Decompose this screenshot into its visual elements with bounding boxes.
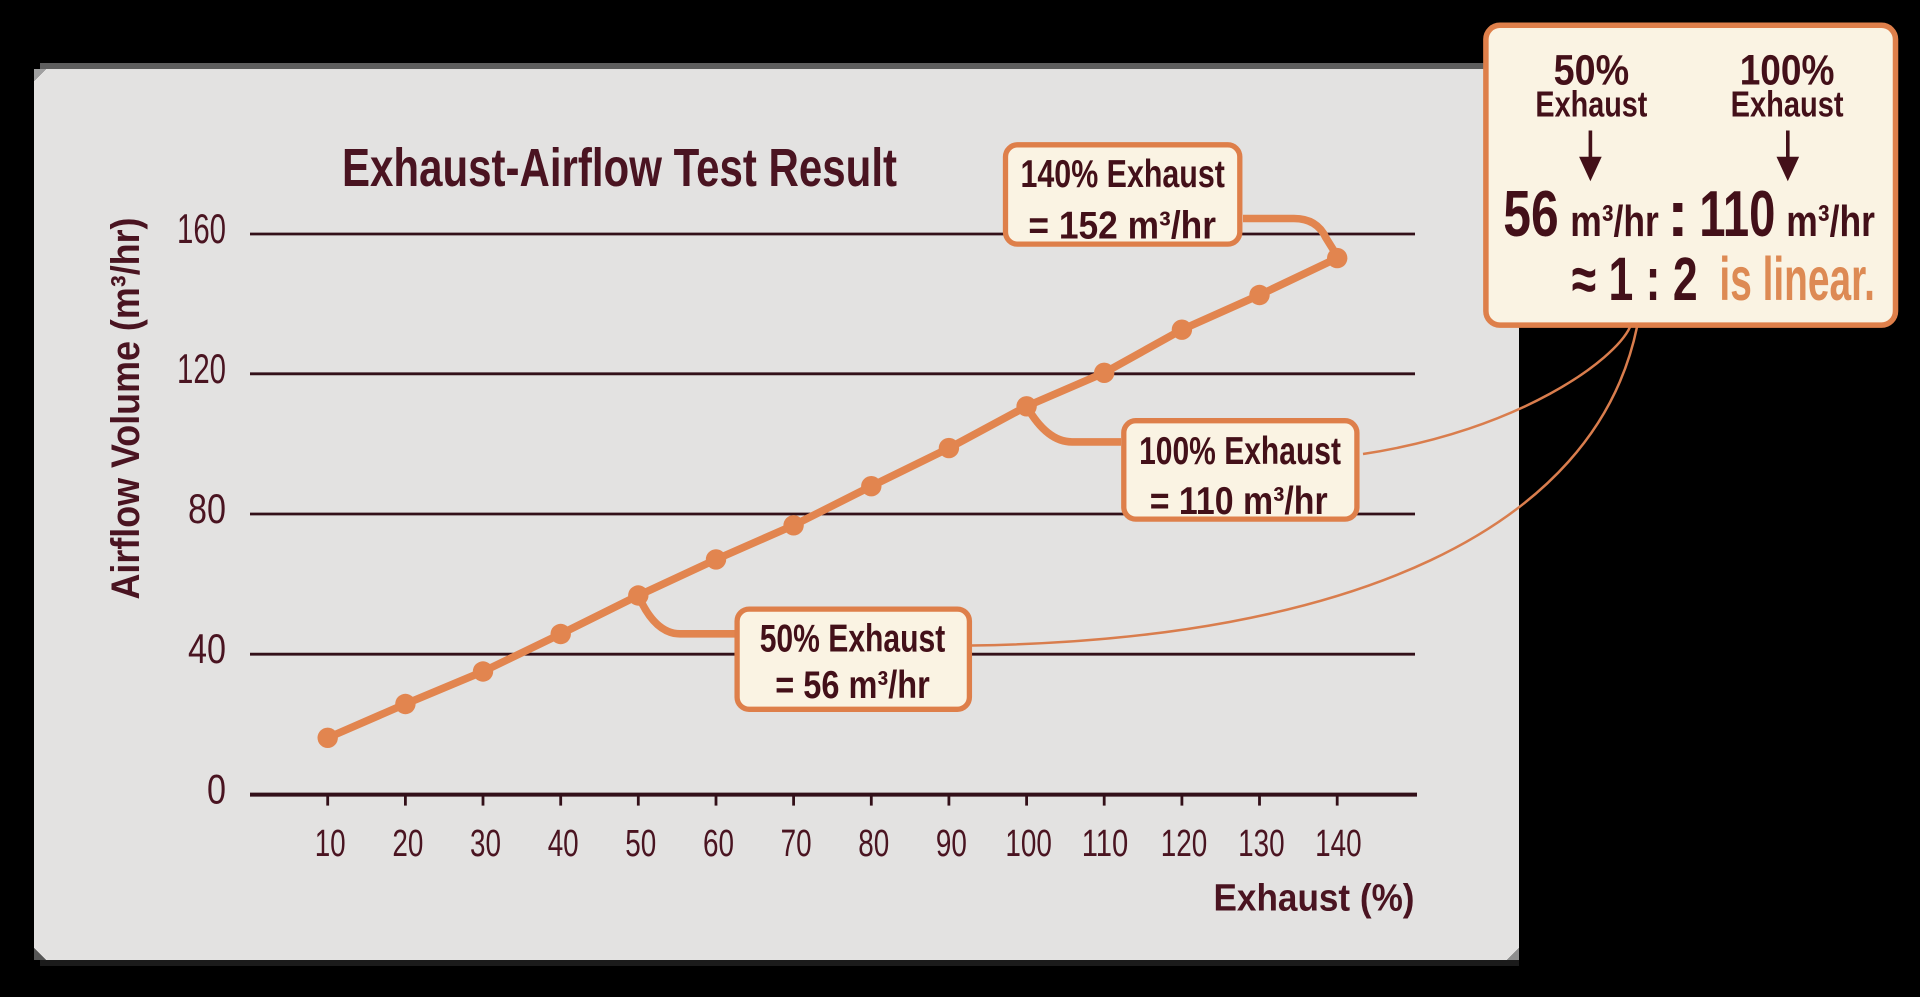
svg-text:30: 30	[470, 823, 501, 865]
svg-text:50%: 50%	[1554, 46, 1630, 94]
svg-text:Airflow Volume (m³/hr): Airflow Volume (m³/hr)	[104, 218, 148, 600]
svg-text:100%: 100%	[1740, 46, 1835, 94]
svg-text:120: 120	[177, 345, 226, 392]
svg-text:m³/hr: m³/hr	[1570, 197, 1659, 246]
svg-text:is linear.: is linear.	[1719, 245, 1875, 313]
svg-text:110: 110	[1699, 177, 1775, 250]
svg-text:140: 140	[1315, 823, 1362, 865]
svg-text:Exhaust-Airflow Test Result: Exhaust-Airflow Test Result	[342, 138, 897, 198]
svg-text:≈ 1 : 2: ≈ 1 : 2	[1572, 245, 1698, 313]
svg-text:120: 120	[1161, 823, 1208, 865]
svg-text:50: 50	[625, 823, 656, 865]
svg-text:80: 80	[188, 485, 226, 532]
svg-text:110: 110	[1082, 823, 1129, 865]
svg-text:50% Exhaust: 50% Exhaust	[760, 617, 946, 660]
svg-text:10: 10	[315, 823, 346, 865]
svg-text:70: 70	[781, 823, 812, 865]
svg-text:56: 56	[1503, 177, 1558, 250]
svg-text:140% Exhaust: 140% Exhaust	[1021, 153, 1225, 196]
svg-text:100% Exhaust: 100% Exhaust	[1139, 430, 1341, 473]
svg-text:m³/hr: m³/hr	[1786, 197, 1875, 246]
svg-text:100: 100	[1005, 823, 1052, 865]
svg-text:= 56 m³/hr: = 56 m³/hr	[775, 664, 930, 707]
svg-text:40: 40	[188, 625, 226, 672]
svg-text:= 152 m³/hr: = 152 m³/hr	[1028, 204, 1216, 247]
svg-text:Exhaust (%): Exhaust (%)	[1214, 878, 1415, 920]
svg-text:= 110 m³/hr: = 110 m³/hr	[1150, 480, 1328, 523]
svg-text:Exhaust: Exhaust	[1731, 83, 1844, 124]
svg-text:0: 0	[207, 766, 226, 813]
svg-text:Exhaust: Exhaust	[1535, 83, 1647, 124]
svg-text:130: 130	[1238, 823, 1285, 865]
svg-text:90: 90	[936, 823, 967, 865]
svg-text:160: 160	[177, 205, 226, 252]
svg-text:80: 80	[858, 823, 889, 865]
svg-text:60: 60	[703, 823, 734, 865]
svg-text:20: 20	[392, 823, 423, 865]
svg-text::: :	[1667, 177, 1689, 250]
svg-text:40: 40	[548, 823, 579, 865]
